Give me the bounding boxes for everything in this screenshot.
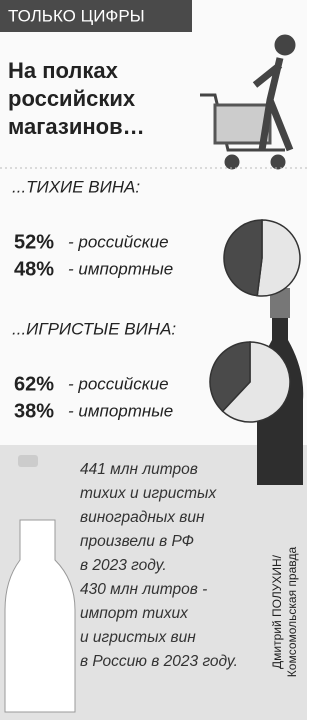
percent-label: 38%: [14, 400, 54, 422]
fact-line: виноградных вин: [80, 509, 205, 526]
title-line: магазинов…: [8, 114, 145, 139]
category-label: - импортные: [68, 259, 173, 278]
title-line: российских: [8, 86, 136, 111]
section-label: ...ТИХИЕ ВИНА:: [12, 177, 140, 196]
section-label: ...ИГРИСТЫЕ ВИНА:: [12, 319, 176, 338]
category-label: - российские: [68, 374, 169, 393]
title-line: На полках: [8, 58, 119, 83]
fact-line: в 2023 году.: [80, 557, 167, 574]
fact-line: тихих и игристых: [80, 485, 217, 502]
category-label: - российские: [68, 232, 169, 251]
fact-line: и игристых вин: [80, 629, 196, 646]
percent-label: 52%: [14, 231, 54, 253]
fact-line: 441 млн литров: [80, 461, 198, 478]
credit: Дмитрий ПОЛУХИН/: [270, 554, 284, 669]
fact-line: произвели в РФ: [80, 533, 194, 550]
category-label: - импортные: [68, 401, 173, 420]
credit: Комсомольская правда: [285, 546, 299, 677]
percent-label: 62%: [14, 373, 54, 395]
fact-line: 430 млн литров -: [80, 581, 207, 598]
percent-label: 48%: [14, 258, 54, 280]
fact-line: импорт тихих: [80, 605, 189, 622]
fact-line: в Россию в 2023 году.: [80, 653, 238, 670]
infographic: ТОЛЬКО ЦИФРЫ На полках российских магази…: [0, 0, 307, 720]
tag: ТОЛЬКО ЦИФРЫ: [8, 6, 145, 25]
